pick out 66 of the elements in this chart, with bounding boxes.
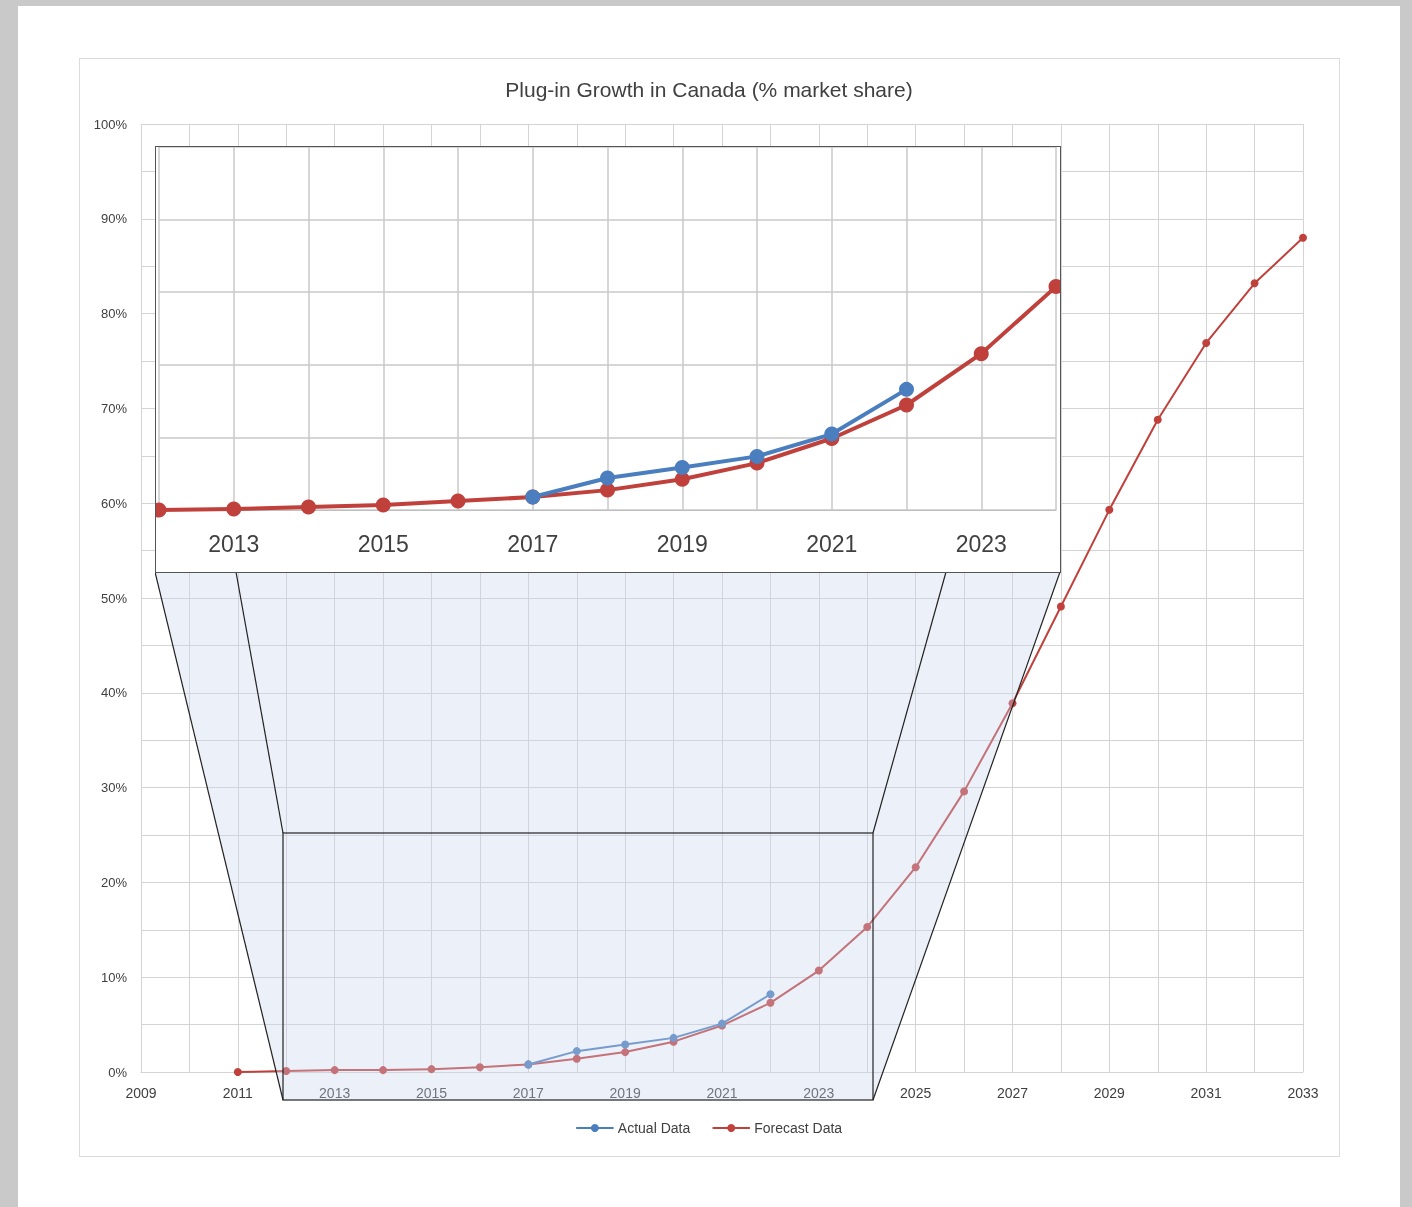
x-tick-label: 2021: [806, 530, 858, 557]
x-tick-label: 2015: [357, 530, 409, 557]
point: [674, 460, 690, 476]
x-tick-label: 2019: [656, 530, 708, 557]
point: [749, 448, 765, 464]
point: [1299, 233, 1307, 242]
chart-title: Plug-in Growth in Canada (% market share): [505, 78, 913, 101]
point: [899, 381, 914, 397]
x-tick-label: 2033: [1287, 1085, 1319, 1101]
point: [330, 1066, 339, 1075]
point: [1105, 505, 1114, 514]
y-tick-label: 80%: [100, 306, 128, 322]
y-tick-label: 20%: [100, 874, 128, 890]
point: [301, 499, 316, 515]
point: [1250, 279, 1259, 288]
point: [1153, 415, 1162, 424]
y-tick-label: 50%: [100, 590, 128, 606]
point: [572, 1047, 581, 1056]
x-tick-label: 2021: [706, 1085, 738, 1101]
point: [973, 346, 989, 362]
x-tick-label: 2023: [803, 1085, 835, 1101]
point: [814, 966, 823, 975]
y-tick-label: 0%: [108, 1064, 128, 1080]
point: [766, 990, 775, 999]
point: [899, 397, 914, 413]
legend-label: Forecast Data: [754, 1120, 843, 1136]
point: [450, 493, 466, 509]
point: [375, 497, 391, 513]
x-tick-label: 2013: [208, 530, 260, 557]
y-tick-label: 70%: [100, 400, 128, 416]
x-tick-label: 2009: [125, 1085, 157, 1101]
point: [475, 1063, 484, 1072]
point: [427, 1065, 436, 1074]
legend-label: Actual Data: [617, 1120, 691, 1136]
y-tick-label: 30%: [100, 780, 128, 796]
point: [960, 787, 969, 796]
point: [600, 470, 615, 486]
point: [621, 1048, 630, 1057]
x-tick-label: 2027: [996, 1085, 1029, 1101]
point: [572, 1054, 581, 1063]
y-tick-label: 10%: [100, 969, 128, 985]
point: [824, 426, 840, 442]
x-tick-label: 2013: [319, 1085, 351, 1101]
point: [911, 863, 920, 872]
y-tick-label: 90%: [100, 211, 128, 227]
x-tick-label: 2011: [222, 1085, 254, 1101]
x-tick-label: 2017: [507, 530, 559, 557]
y-tick-label: 60%: [100, 495, 128, 511]
point: [226, 501, 242, 517]
y-tick-label: 100%: [93, 116, 128, 132]
point: [233, 1068, 242, 1076]
point: [766, 998, 775, 1007]
x-tick-label: 2029: [1093, 1085, 1126, 1101]
point: [1056, 602, 1065, 611]
x-tick-label: 2031: [1190, 1085, 1222, 1101]
point: [863, 922, 872, 931]
point: [621, 1040, 630, 1049]
x-tick-label: 2023: [955, 530, 1007, 557]
y-tick-label: 40%: [100, 685, 128, 701]
point: [669, 1033, 678, 1042]
x-tick-label: 2017: [512, 1085, 545, 1101]
x-tick-label: 2019: [609, 1085, 641, 1101]
point: [379, 1066, 388, 1075]
x-tick-label: 2025: [900, 1085, 932, 1101]
point: [1202, 338, 1211, 347]
x-tick-label: 2015: [415, 1085, 448, 1101]
